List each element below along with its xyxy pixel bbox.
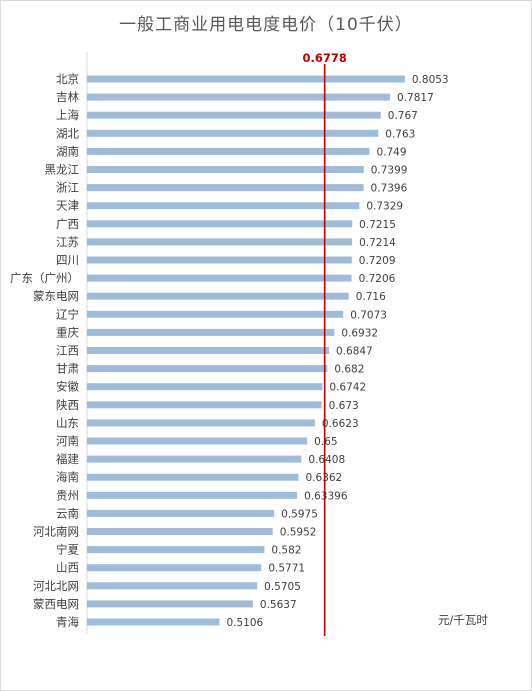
value-label: 0.7209 (359, 255, 396, 267)
value-label: 0.8053 (412, 74, 449, 86)
bar-23 (87, 473, 299, 481)
chart-title: 一般工商业用电电度电价（10千伏） (119, 15, 413, 35)
category-label: 陕西 (56, 398, 79, 412)
bar-4 (87, 129, 379, 137)
category-label: 河南 (56, 434, 79, 448)
value-label: 0.63396 (304, 490, 348, 502)
category-label: 天津 (56, 199, 79, 213)
value-label: 0.7214 (359, 237, 396, 249)
bar-21 (87, 437, 308, 445)
bar-30 (87, 600, 253, 608)
bar-12 (87, 274, 352, 282)
bar-17 (87, 365, 328, 373)
value-label: 0.763 (385, 128, 415, 140)
category-label: 安徽 (56, 380, 79, 394)
bar-1 (87, 75, 405, 83)
bar-15 (87, 328, 335, 336)
bar-10 (87, 238, 353, 246)
value-label: 0.582 (271, 545, 301, 557)
category-label: 宁夏 (56, 543, 79, 557)
category-label: 广东（广州） (10, 271, 79, 285)
value-label: 0.5705 (264, 581, 301, 593)
category-label: 河北南网 (33, 525, 79, 539)
value-label: 0.7817 (397, 92, 434, 104)
category-label: 山西 (56, 561, 79, 575)
value-label: 0.673 (329, 400, 359, 412)
value-label: 0.6742 (329, 382, 366, 394)
bar-18 (87, 383, 323, 391)
value-label: 0.7396 (371, 183, 408, 195)
bar-22 (87, 455, 302, 463)
unit-label: 元/千瓦时 (438, 613, 488, 627)
value-label: 0.749 (376, 146, 406, 158)
bar-13 (87, 292, 349, 300)
bar-6 (87, 166, 364, 173)
value-labels-group: 0.8053 0.7817 0.767 0.763 0.749 0.7399 0.7396 0… (226, 74, 448, 629)
category-label: 重庆 (56, 325, 79, 339)
category-label: 江西 (56, 344, 79, 358)
bar-3 (87, 111, 381, 119)
bar-9 (87, 220, 353, 228)
category-label: 四川 (56, 253, 79, 267)
bar-8 (87, 202, 360, 210)
category-label: 河北北网 (33, 579, 79, 593)
category-label: 青海 (56, 615, 79, 629)
category-label: 黑龙江 (45, 163, 80, 177)
value-label: 0.7073 (350, 309, 387, 321)
value-label: 0.5771 (268, 563, 305, 575)
reference-line-label: 0.6778 (302, 51, 346, 65)
value-label: 0.6932 (341, 327, 378, 339)
bar-7 (87, 184, 364, 192)
bar-20 (87, 419, 315, 427)
category-label: 辽宁 (56, 307, 79, 321)
value-label: 0.682 (334, 364, 364, 376)
bar-28 (87, 564, 262, 572)
value-label: 0.7399 (371, 165, 408, 177)
value-label: 0.5106 (226, 617, 263, 629)
bar-14 (87, 310, 344, 318)
value-label: 0.5952 (280, 527, 317, 539)
bar-16 (87, 347, 330, 354)
category-label: 云南 (56, 506, 79, 520)
category-label: 甘肃 (56, 362, 79, 376)
value-label: 0.716 (356, 291, 386, 303)
category-label: 湖北 (56, 126, 79, 140)
bar-19 (87, 401, 322, 409)
value-label: 0.6623 (322, 418, 359, 430)
value-label: 0.6847 (336, 346, 373, 358)
bar-27 (87, 546, 265, 554)
category-label: 江苏 (56, 235, 79, 249)
bars-group (87, 75, 405, 626)
bar-29 (87, 582, 258, 590)
bar-25 (87, 509, 275, 517)
category-label: 湖南 (56, 144, 79, 158)
value-label: 0.7215 (359, 219, 396, 231)
bar-5 (87, 147, 370, 155)
category-label: 山东 (56, 416, 79, 430)
value-label: 0.7206 (359, 273, 396, 285)
category-label: 福建 (56, 452, 79, 466)
value-label: 0.7329 (366, 201, 403, 213)
value-label: 0.65 (314, 436, 337, 448)
value-label: 0.5975 (281, 508, 318, 520)
category-label: 蒙东电网 (33, 289, 79, 303)
category-label: 贵州 (56, 488, 79, 502)
category-label: 广西 (56, 217, 79, 231)
category-label: 浙江 (56, 181, 79, 195)
category-label: 海南 (56, 470, 79, 484)
category-label: 北京 (56, 72, 79, 86)
bar-26 (87, 528, 273, 535)
bar-11 (87, 256, 352, 264)
value-label: 0.5637 (260, 599, 297, 611)
bar-24 (87, 491, 298, 499)
category-label: 蒙西电网 (33, 597, 79, 611)
value-label: 0.767 (388, 110, 418, 122)
bar-2 (87, 93, 391, 101)
category-label: 上海 (56, 108, 79, 122)
value-label: 0.6408 (308, 454, 345, 466)
category-label: 吉林 (56, 90, 79, 104)
bar-31 (87, 618, 220, 626)
